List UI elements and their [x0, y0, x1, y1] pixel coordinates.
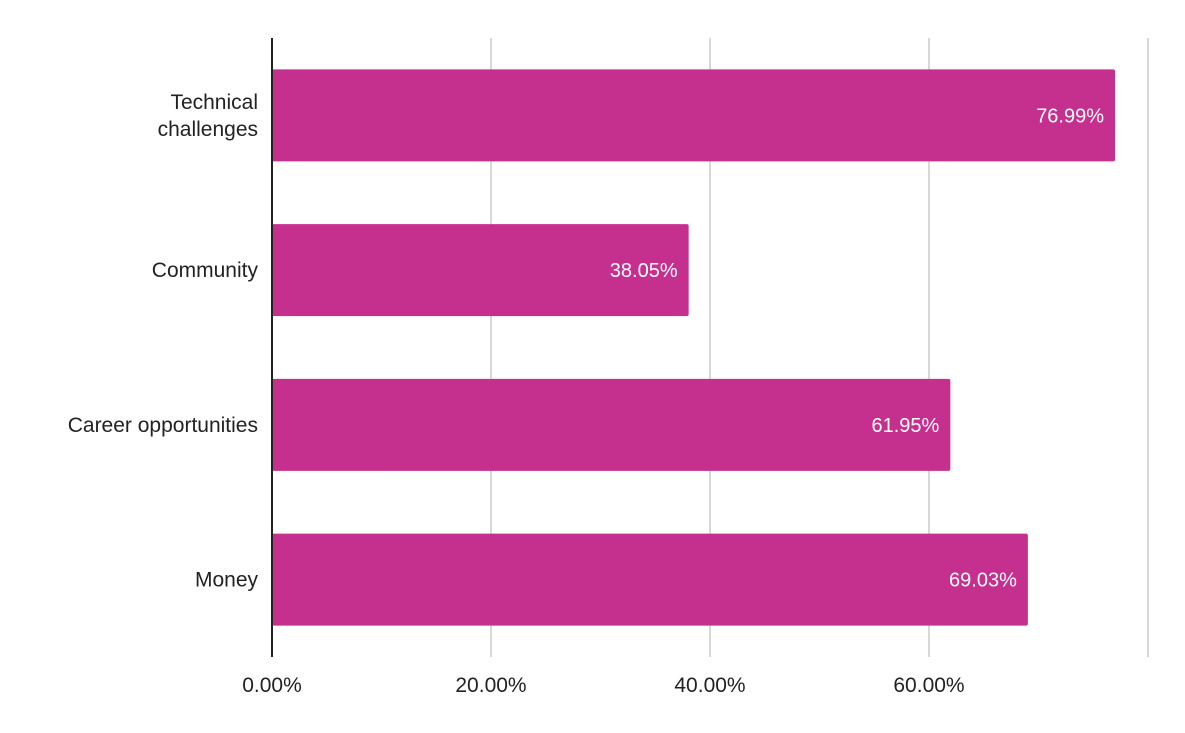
data-label: 69.03% — [949, 570, 1017, 592]
x-tick-label: 20.00% — [455, 674, 526, 697]
category-label-line: Technical — [170, 91, 258, 114]
bar — [272, 533, 1028, 626]
category-label: Community — [152, 259, 259, 282]
bar — [272, 378, 951, 471]
category-label: Career opportunities — [68, 414, 258, 437]
category-label-line: Money — [195, 569, 259, 592]
category-label-line: Community — [152, 259, 259, 282]
labels: 0.00% 20.00% 40.00% 60.00% 76.99% Technical ch… — [68, 91, 1105, 697]
x-tick-label: 0.00% — [242, 674, 302, 697]
data-label: 76.99% — [1036, 105, 1104, 127]
x-tick-label: 60.00% — [893, 674, 964, 697]
bar — [272, 224, 689, 317]
x-tick-label: 40.00% — [674, 674, 745, 697]
data-label: 38.05% — [610, 260, 678, 282]
category-label-line: challenges — [158, 118, 258, 141]
category-label: Technical challenges — [158, 91, 258, 141]
bar — [272, 69, 1116, 162]
bars — [272, 69, 1116, 626]
category-label-line: Career opportunities — [68, 414, 258, 437]
category-label: Money — [195, 569, 259, 592]
data-label: 61.95% — [872, 415, 940, 437]
